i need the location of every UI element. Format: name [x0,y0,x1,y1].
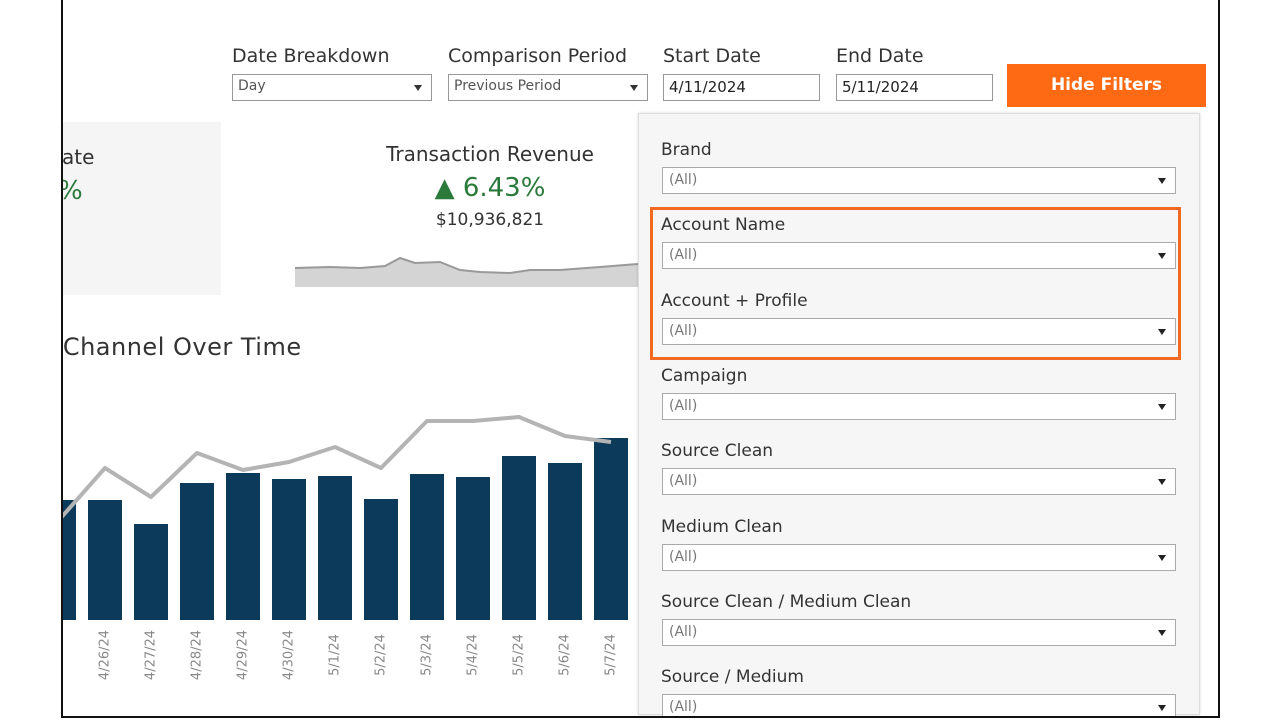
bar [364,499,398,620]
x-tick-label: 4/30/24 [282,630,297,680]
hide-filters-button[interactable]: Hide Filters [1007,64,1206,107]
kpi-value: $10,936,821 [435,210,545,230]
bar [548,463,582,620]
filter-label: Comparison Period [448,45,628,67]
filter-label: Brand [661,140,712,160]
dropdown[interactable]: Previous Period [448,74,648,101]
dropdown[interactable]: (All) [662,618,1176,646]
x-tick-label: 5/6/24 [558,634,573,676]
x-tick-label: 5/1/24 [328,634,343,676]
dropdown[interactable]: (All) [662,317,1176,345]
dropdown[interactable]: (All) [662,543,1176,571]
kpi-title: Transaction Revenue [386,142,594,166]
date-input[interactable]: 4/11/2024 [663,74,820,101]
dropdown[interactable]: (All) [662,392,1176,420]
bar [63,500,76,620]
filter-label: Medium Clean [661,516,783,537]
filter-label: Source Clean [661,441,774,462]
x-tick-label: 4/29/24 [236,630,251,680]
filter-label: Campaign [661,365,748,386]
filter-label: End Date [836,45,924,67]
bar [410,474,444,620]
bar [594,438,628,620]
x-tick-label: 5/7/24 [604,634,619,676]
x-tick-label: 4/27/24 [144,630,159,680]
filter-label: Source / Medium [661,667,804,688]
bar [318,476,352,620]
sparkline [295,258,638,287]
x-tick-label: 5/3/24 [420,634,435,676]
filter-label: Start Date [663,45,761,67]
x-tick-label: 4/28/24 [190,630,205,680]
bar [272,479,306,620]
bar [88,500,122,620]
dropdown[interactable]: (All) [662,694,1176,716]
dropdown[interactable]: (All) [662,468,1176,496]
kpi-change: % [63,176,83,206]
filter-label: Source Clean / Medium Clean [661,591,912,612]
chart: 4/26/24 4/27/24 4/28/24 4/29/24 4/30/24 5/1/2… [63,256,639,680]
bar [134,524,168,620]
kpi-title: ate [62,145,95,169]
dropdown[interactable]: (All) [662,167,1176,194]
bar [180,483,214,620]
filter-label: Account + Profile [661,290,808,311]
filter-label: Account Name [661,215,786,236]
highlight-box [650,207,1181,360]
x-tick-label: 5/2/24 [374,634,389,676]
sparkline-line [294,256,639,275]
dashboard-frame: 4/26/24 4/27/24 4/28/24 4/29/24 4/30/24 5/1/2… [61,0,1220,718]
x-tick-label: 4/26/24 [98,630,113,680]
dropdown[interactable]: Day [232,74,432,101]
bar [226,473,260,620]
line [63,415,612,519]
dashboard: 4/26/24 4/27/24 4/28/24 4/29/24 4/30/24 5/1/2… [61,0,1218,716]
dropdown[interactable]: (All) [662,242,1176,270]
x-tick-label: 5/4/24 [466,634,481,676]
kpi-card [63,122,221,295]
filter-label: Date Breakdown [232,45,390,67]
chart-title: y Channel Over Time [61,333,302,361]
x-tick-label: 5/5/24 [512,634,527,676]
filter-panel: Brand (All) Account Name (All) Account + Pro… [638,113,1200,716]
kpi-change: ▲ 6.43% [434,173,546,203]
date-input[interactable]: 5/11/2024 [836,74,993,101]
bar [456,477,490,620]
bar [502,456,536,620]
